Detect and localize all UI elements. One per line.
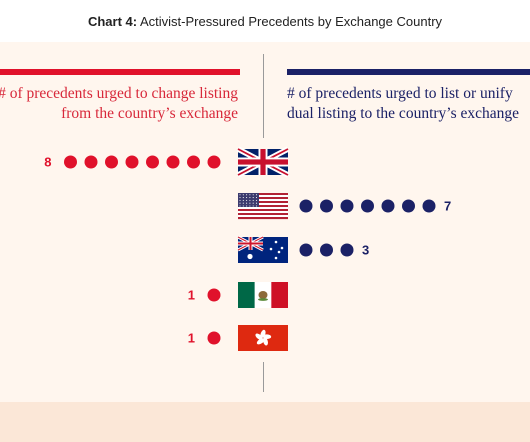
left-dot	[166, 155, 180, 169]
right-column-bar	[287, 69, 530, 75]
left-count-label: 1	[188, 288, 195, 303]
hong-kong-flag	[238, 325, 288, 351]
right-dot	[361, 199, 374, 213]
mexico-flag	[238, 282, 288, 308]
left-column-title: # of precedents urged to change listing …	[0, 84, 238, 124]
right-dot	[340, 199, 354, 213]
right-dot	[320, 243, 333, 257]
united-states-flag	[238, 193, 288, 220]
right-dot	[299, 199, 313, 213]
left-count-label: 1	[188, 331, 195, 346]
right-dot	[422, 199, 436, 213]
right-dot	[402, 199, 415, 213]
chart-title: Chart 4: Activist-Pressured Precedents b…	[88, 14, 442, 29]
left-dot	[64, 155, 77, 169]
left-title-line-2: from the country’s exchange	[61, 105, 238, 122]
right-column-title: # of precedents urged to list or unify d…	[287, 84, 519, 124]
australia-flag	[237, 235, 288, 263]
left-dot	[207, 331, 221, 345]
right-count-label: 3	[362, 243, 369, 258]
chart-header: Chart 4: Activist-Pressured Precedents b…	[0, 0, 530, 43]
left-column-bar	[0, 69, 240, 75]
united-kingdom-flag	[236, 146, 290, 178]
left-dot	[207, 288, 221, 302]
left-dot	[105, 155, 118, 169]
right-title-line-2: dual listing to the country’s exchange	[287, 105, 520, 122]
left-dot	[207, 155, 221, 169]
right-dot	[340, 243, 354, 257]
left-count-label: 8	[44, 155, 51, 170]
left-dot	[146, 155, 159, 169]
right-dot	[320, 199, 333, 213]
top-divider	[263, 54, 264, 138]
right-dot	[381, 199, 395, 213]
chart-title-prefix: Chart 4:	[87, 13, 138, 29]
left-dot	[125, 155, 139, 169]
chart-title-text: Activist-Pressured Precedents by Exchang…	[140, 13, 443, 29]
right-title-line-1: # of precedents urged to list or unify	[287, 85, 513, 102]
left-dot	[84, 155, 98, 169]
right-dot	[299, 243, 313, 257]
left-dot	[187, 155, 200, 169]
bottom-divider	[263, 362, 264, 392]
left-title-line-1: # of precedents urged to change listing	[0, 85, 238, 102]
right-count-label: 7	[444, 199, 451, 214]
footer-band	[0, 402, 530, 442]
